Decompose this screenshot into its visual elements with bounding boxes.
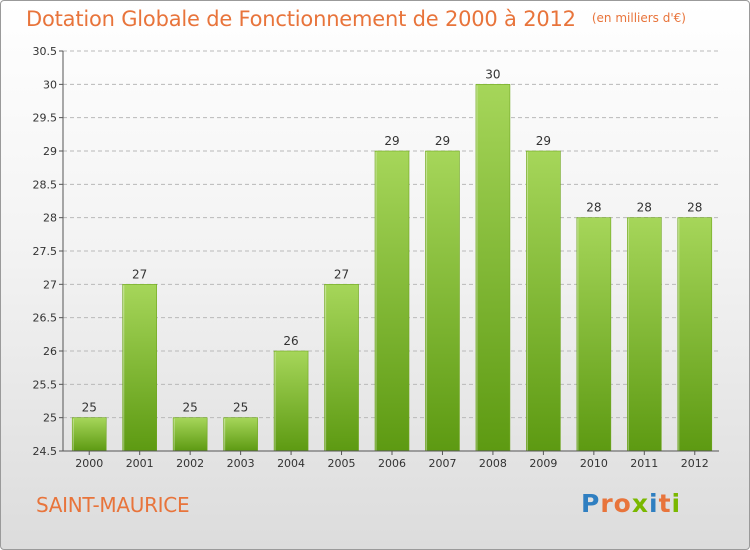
value-label-2001: 27 [132, 267, 147, 281]
y-tick-label: 26 [43, 345, 57, 358]
labels: 24.5 25 25.5 26 26.5 27 27.5 28 28.5 29 29.5 30 30.5… [33, 45, 709, 470]
bars [71, 84, 713, 452]
y-tick-label: 30.5 [33, 45, 58, 58]
x-tick-label-2004: 2004 [277, 457, 305, 470]
x-tick-label-2010: 2010 [580, 457, 608, 470]
bar-2004 [273, 350, 309, 452]
chart-title-unit: (en milliers d'€) [591, 11, 686, 25]
value-label-2002: 25 [183, 401, 198, 415]
value-label-2000: 25 [82, 401, 97, 415]
logo-letter: t [658, 489, 672, 518]
y-tick-label: 26.5 [33, 312, 58, 325]
x-tick-label-2003: 2003 [227, 457, 255, 470]
x-tick-label-2009: 2009 [529, 457, 557, 470]
bar-2007 [425, 150, 460, 452]
x-tick-label-2011: 2011 [630, 457, 658, 470]
value-label-2007: 29 [435, 134, 450, 148]
value-label-2012: 28 [687, 201, 702, 215]
x-tick-label-2000: 2000 [75, 457, 103, 470]
logo-letter: P [581, 489, 601, 518]
bar-2000 [71, 417, 107, 452]
bar-2009 [526, 150, 561, 452]
x-tick-label-2012: 2012 [681, 457, 709, 470]
place-name: SAINT-MAURICE [36, 493, 190, 517]
x-tick-label-2008: 2008 [479, 457, 507, 470]
y-tick-label: 27.5 [33, 245, 58, 258]
chart-title-main: Dotation Globale de Fonctionnement de 20… [26, 7, 576, 31]
logo-letter: i [649, 489, 659, 518]
logo-letter: x [631, 489, 649, 518]
proxiti-logo: Proxiti [581, 489, 681, 518]
axes [59, 50, 719, 455]
bar-2002 [172, 417, 208, 452]
x-tick-label-2002: 2002 [176, 457, 204, 470]
value-label-2009: 29 [536, 134, 551, 148]
y-tick-label: 29.5 [33, 112, 58, 125]
bar-2006 [374, 150, 410, 452]
y-tick-label: 25.5 [33, 378, 58, 391]
value-label-2005: 27 [334, 267, 349, 281]
value-label-2008: 30 [485, 67, 500, 81]
y-tick-label: 28.5 [33, 178, 58, 191]
y-tick-label: 28 [43, 212, 57, 225]
y-tick-label: 24.5 [33, 445, 58, 458]
bar-2003 [223, 417, 258, 452]
bar-2012 [677, 217, 713, 452]
value-label-2003: 25 [233, 401, 248, 415]
logo-letter: i [671, 489, 682, 518]
bar-2011 [627, 217, 662, 452]
value-label-2010: 28 [586, 201, 601, 215]
value-label-2006: 29 [384, 134, 399, 148]
y-tick-label: 29 [43, 145, 57, 158]
y-tick-label: 30 [43, 78, 57, 91]
y-tick-label: 25 [43, 412, 57, 425]
x-tick-label-2006: 2006 [378, 457, 406, 470]
bar-2001 [122, 284, 157, 452]
bar-2010 [576, 217, 612, 452]
logo-letter: o [613, 489, 632, 518]
logo-letter: r [600, 489, 614, 518]
value-label-2011: 28 [637, 201, 652, 215]
x-tick-label-2005: 2005 [328, 457, 356, 470]
value-label-2004: 26 [283, 334, 298, 348]
y-tick-label: 27 [43, 278, 57, 291]
bar-2005 [324, 284, 359, 452]
bar-2008 [475, 84, 511, 452]
x-tick-label-2001: 2001 [126, 457, 154, 470]
x-tick-label-2007: 2007 [428, 457, 456, 470]
chart-title: Dotation Globale de Fonctionnement de 20… [26, 7, 686, 31]
